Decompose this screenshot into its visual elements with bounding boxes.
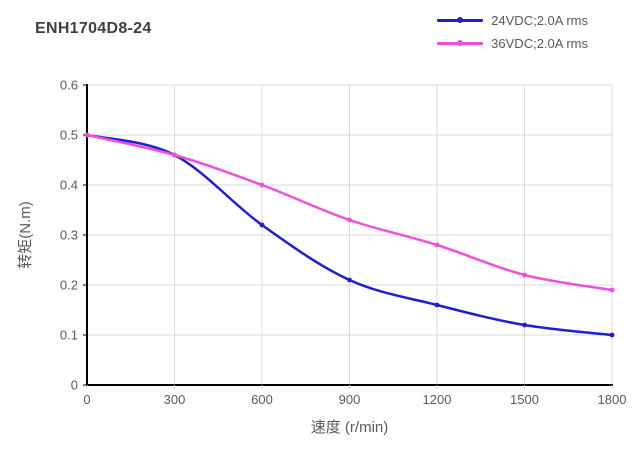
legend-marker-icon xyxy=(457,40,464,46)
legend-line-sample-36vdc xyxy=(437,40,484,46)
y-tick-label: 0.1 xyxy=(60,328,78,343)
legend-label-24vdc: 24VDC;2.0A rms xyxy=(491,12,588,28)
data-point-marker xyxy=(259,222,265,228)
data-point-marker xyxy=(434,242,440,248)
x-tick-label: 1200 xyxy=(423,392,452,407)
data-point-marker xyxy=(172,152,177,158)
chart-title: ENH1704D8-24 xyxy=(35,20,152,37)
data-point-marker xyxy=(434,302,440,308)
y-tick-label: 0.6 xyxy=(60,78,78,93)
data-point-marker xyxy=(347,217,352,223)
x-tick-label: 600 xyxy=(251,392,273,407)
chart-legend: 24VDC;2.0A rms 36VDC;2.0A rms xyxy=(437,12,588,51)
legend-marker-icon xyxy=(457,17,464,23)
legend-item-24vdc: 24VDC;2.0A rms xyxy=(437,12,588,28)
y-tick-label: 0.2 xyxy=(60,278,78,293)
x-tick-label: 1800 xyxy=(598,392,627,407)
y-tick-label: 0.5 xyxy=(60,128,78,143)
y-axis-title: 转矩(N.m) xyxy=(17,201,34,269)
data-point-marker xyxy=(609,287,615,293)
legend-item-36vdc: 36VDC;2.0A rms xyxy=(437,35,588,51)
y-tick-label: 0.3 xyxy=(60,228,78,243)
data-point-marker xyxy=(347,277,352,283)
x-tick-label: 900 xyxy=(339,392,361,407)
data-point-marker xyxy=(522,322,527,328)
legend-line-sample-24vdc xyxy=(437,17,484,23)
x-tick-label: 1500 xyxy=(510,392,539,407)
x-tick-label: 0 xyxy=(83,392,90,407)
y-tick-label: 0 xyxy=(71,378,78,393)
x-axis-title: 速度 (r/min) xyxy=(311,419,389,436)
x-tick-label: 300 xyxy=(164,392,186,407)
data-point-marker xyxy=(84,132,90,138)
data-point-marker xyxy=(609,332,615,338)
y-tick-label: 0.4 xyxy=(60,178,78,193)
data-point-marker xyxy=(522,272,527,278)
legend-label-36vdc: 36VDC;2.0A rms xyxy=(491,35,588,51)
data-point-marker xyxy=(259,182,265,188)
